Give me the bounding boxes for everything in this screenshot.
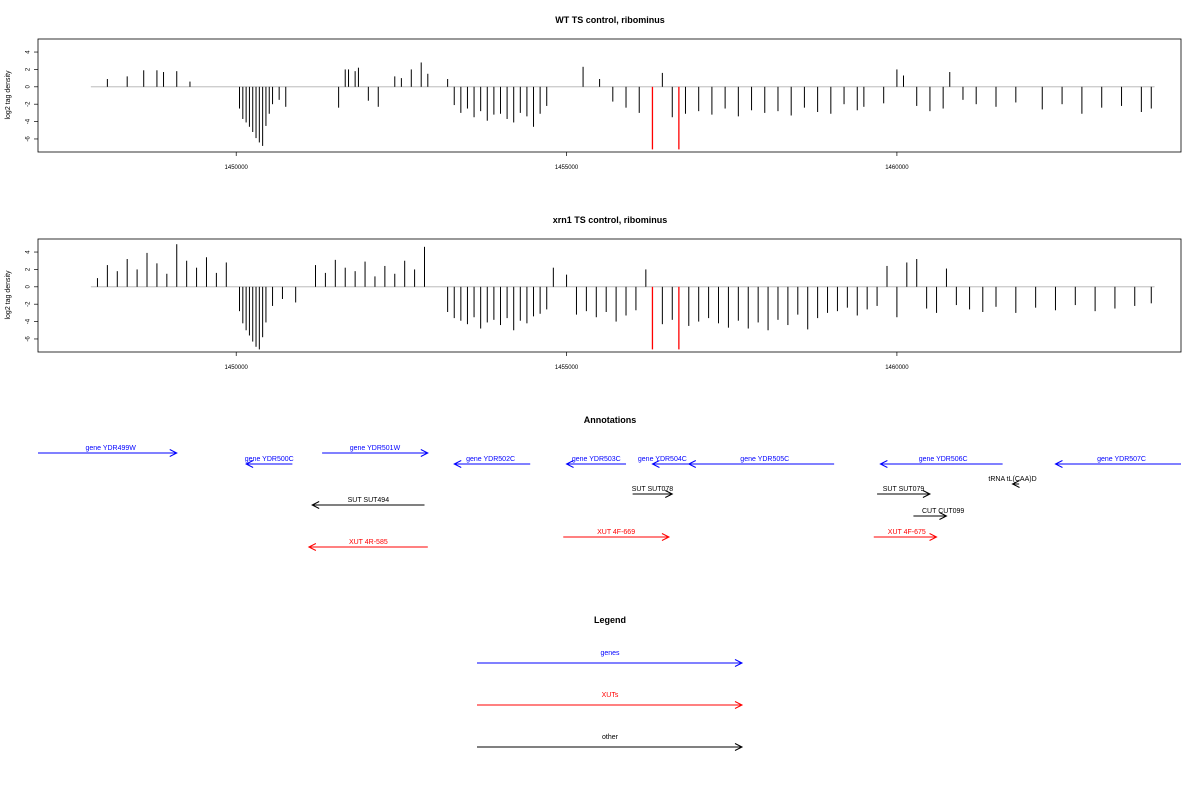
feature-label: SUT SUT078	[632, 486, 674, 493]
y-tick-label: 4	[26, 50, 32, 54]
legend-label: other	[602, 734, 619, 741]
y-tick-label: 0	[26, 284, 32, 288]
feature-label: SUT SUT494	[348, 497, 390, 504]
feature-arrow: gene YDR504C	[638, 456, 689, 468]
feature-label: gene YDR502C	[466, 456, 515, 463]
y-tick-label: -4	[26, 318, 32, 324]
feature-label: SUT SUT079	[883, 486, 925, 493]
plot-frame	[37, 238, 1182, 353]
x-tick-label: 1450000	[225, 165, 249, 171]
x-tick-label: 1460000	[885, 365, 909, 371]
y-tick-label: -4	[26, 118, 32, 124]
feature-arrow: XUT 4F-675	[873, 529, 938, 541]
y-axis-label: log2 tag density	[5, 270, 12, 320]
x-tick-label: 1450000	[225, 365, 249, 371]
feature-arrow: tRNA tL(CAA)D	[988, 476, 1037, 488]
feature-arrow: gene YDR501W	[322, 445, 429, 457]
feature-label: gene YDR503C	[572, 456, 621, 463]
y-axis-label: log2 tag density	[5, 70, 12, 120]
feature-label: gene YDR501W	[350, 445, 401, 452]
panel-title: xrn1 TS control, ribominus	[553, 215, 668, 225]
feature-arrow: SUT SUT494	[311, 497, 425, 509]
feature-arrow: SUT SUT079	[877, 486, 932, 498]
bars	[96, 244, 1152, 350]
legend-items: genes XUTs other	[477, 650, 744, 751]
legend: Legend genes XUTs other	[477, 615, 744, 751]
annotations-title: Annotations	[584, 415, 637, 425]
highlight-lines	[651, 86, 680, 150]
y-axis: 4 2 0 -2 -4 -6	[26, 250, 38, 342]
feature-label: gene YDR499W	[85, 445, 136, 452]
x-axis: 1450000 1455000 1460000	[225, 352, 909, 371]
feature-label: gene YDR506C	[919, 456, 968, 463]
panel-wt: WT TS control, ribominus log2 tag densit…	[5, 15, 1182, 171]
panel-xrn1: xrn1 TS control, ribominus log2 tag dens…	[5, 215, 1182, 371]
feature-arrow: gene YDR500C	[245, 456, 294, 468]
y-tick-label: 2	[26, 67, 32, 71]
x-tick-label: 1455000	[555, 165, 579, 171]
feature-label: XUT 4F-675	[888, 529, 926, 536]
feature-label: gene YDR507C	[1097, 456, 1146, 463]
feature-label: gene YDR505C	[740, 456, 789, 463]
x-tick-label: 1460000	[885, 165, 909, 171]
feature-arrow: gene YDR507C	[1054, 456, 1181, 468]
feature-label: gene YDR500C	[245, 456, 294, 463]
feature-label: XUT 4F-669	[597, 529, 635, 536]
y-tick-label: 2	[26, 267, 32, 271]
feature-arrow: CUT CUT099	[913, 508, 964, 520]
annotation-features: gene YDR499W gene YDR500C gene YDR501W gene…	[38, 445, 1181, 551]
panel-title: WT TS control, ribominus	[555, 15, 665, 25]
feature-arrow: gene YDR499W	[38, 445, 178, 457]
y-tick-label: -2	[26, 301, 32, 307]
legend-entry: genes	[477, 650, 744, 667]
feature-arrow: XUT 4R-585	[307, 539, 428, 551]
legend-entry: XUTs	[477, 692, 744, 709]
feature-label: tRNA tL(CAA)D	[988, 476, 1036, 483]
feature-arrow: SUT SUT078	[632, 486, 674, 498]
feature-arrow: gene YDR505C	[687, 456, 835, 468]
plot-frame	[37, 38, 1182, 153]
y-tick-label: -6	[26, 136, 32, 142]
feature-label: CUT CUT099	[922, 508, 964, 515]
highlight-lines	[651, 286, 680, 350]
y-tick-label: -2	[26, 101, 32, 107]
legend-entry: other	[477, 734, 744, 751]
legend-title: Legend	[594, 615, 626, 625]
y-tick-label: -6	[26, 336, 32, 342]
feature-arrow: gene YDR502C	[453, 456, 531, 468]
bars	[106, 62, 1152, 146]
x-axis: 1450000 1455000 1460000	[225, 152, 909, 171]
feature-arrow: gene YDR506C	[879, 456, 1003, 468]
feature-arrow: gene YDR503C	[565, 456, 627, 468]
feature-label: XUT 4R-585	[349, 539, 388, 546]
feature-label: gene YDR504C	[638, 456, 687, 463]
legend-label: XUTs	[602, 692, 619, 699]
y-tick-label: 0	[26, 84, 32, 88]
y-tick-label: 4	[26, 250, 32, 254]
x-tick-label: 1455000	[555, 365, 579, 371]
feature-arrow: XUT 4F-669	[563, 529, 671, 541]
legend-label: genes	[600, 650, 620, 657]
y-axis: 4 2 0 -2 -4 -6	[26, 50, 38, 142]
